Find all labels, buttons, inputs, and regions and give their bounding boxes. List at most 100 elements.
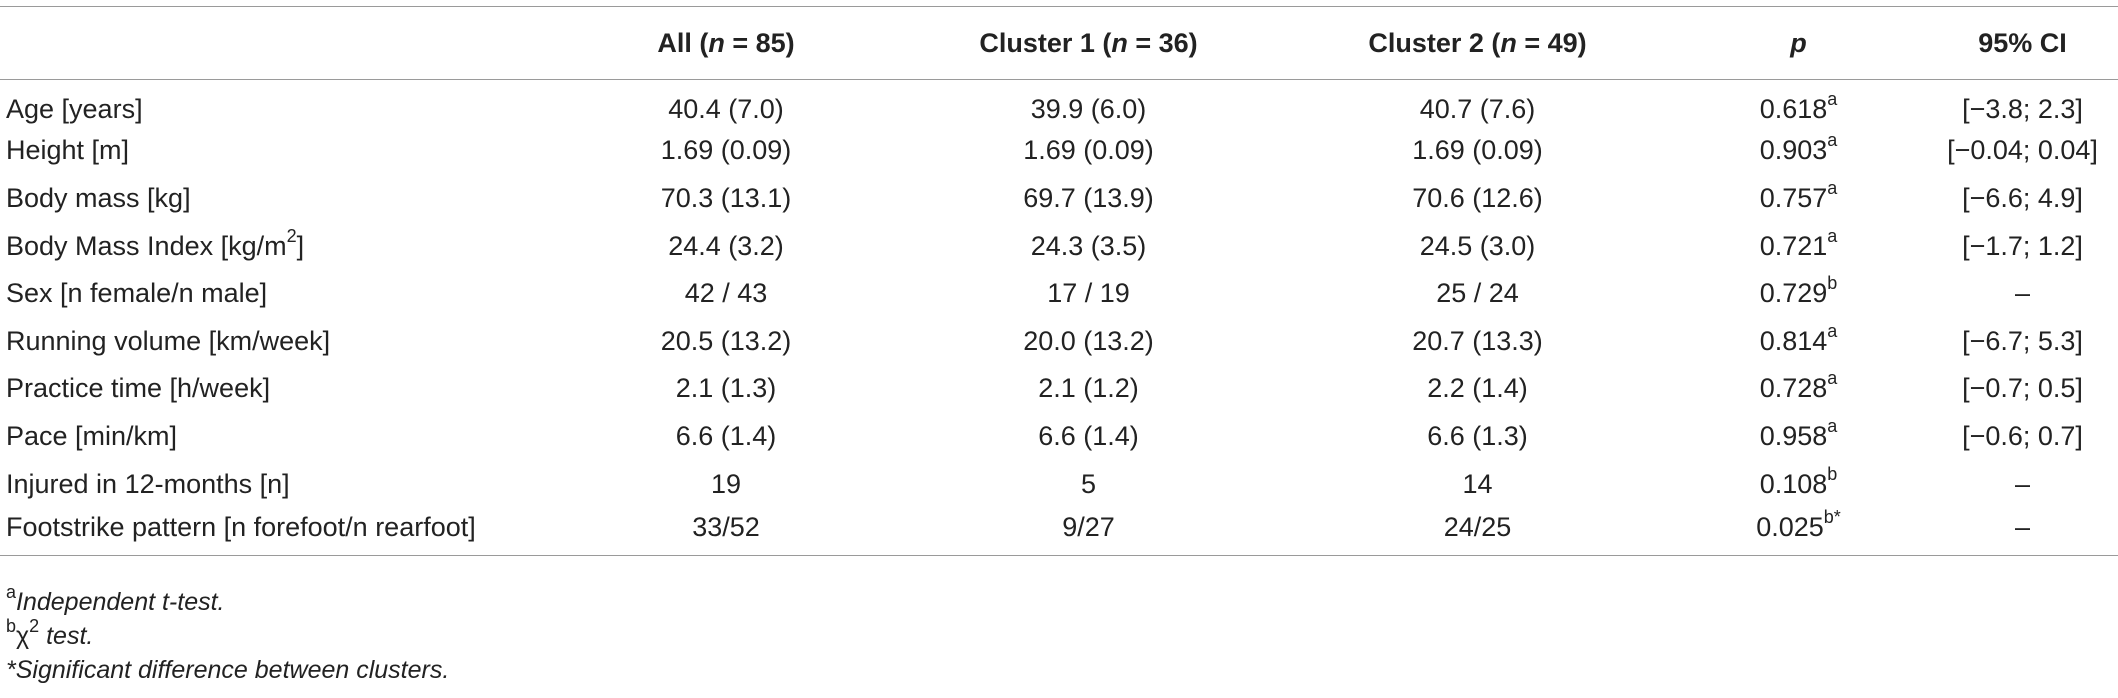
p-value-footnote-marker: a <box>1827 368 1838 389</box>
footnote-superscript: 2 <box>29 615 40 636</box>
cell-cluster-2: 6.6 (1.3) <box>1427 420 1528 451</box>
cell-cluster-2: 24.5 (3.0) <box>1419 230 1536 261</box>
cell-cluster-1: 39.9 (6.0) <box>1030 94 1147 125</box>
row-label: Height [m] <box>0 127 560 175</box>
p-value-text: 0.721 <box>1759 230 1828 261</box>
cell-ci: [−0.7; 0.5] <box>1962 373 2083 404</box>
p-value-footnote-marker: a <box>1827 225 1838 246</box>
cell-cluster-1: 6.6 (1.4) <box>1038 420 1139 451</box>
cell-cluster-2: 70.6 (12.6) <box>1412 182 1543 213</box>
p-value-footnote-marker: b <box>1827 273 1838 294</box>
row-label-text: Body mass [kg] <box>6 182 191 213</box>
cell-ci: – <box>2014 468 2031 499</box>
header-cluster-1: Cluster 1 (n = 36) <box>892 6 1285 80</box>
p-value-text: 0.025 <box>1756 511 1824 542</box>
characteristics-table-container: All (n = 85) Cluster 1 (n = 36) Cluster 2 … <box>0 6 2118 556</box>
row-label: Injured in 12-months [n] <box>0 460 560 508</box>
cell-ci: [−3.8; 2.3] <box>1962 94 2083 125</box>
header-text-part: p <box>1790 27 1807 58</box>
cell-cluster-2: 20.7 (13.3) <box>1412 325 1543 356</box>
header-all: All (n = 85) <box>560 6 892 80</box>
table-footnotes: aIndependent t-test. bχ2 test. *Significan… <box>6 581 449 687</box>
footnote-marker: a <box>6 581 17 602</box>
table-row: Footstrike pattern [n forefoot/n rearfoo… <box>0 506 2118 556</box>
header-text-part: All ( <box>657 27 709 58</box>
footnote-text: Independent t-test. <box>16 588 225 616</box>
row-label-text: Practice time [h/week] <box>6 373 271 404</box>
cell-all: 24.4 (3.2) <box>668 230 784 261</box>
row-label: Practice time [h/week] <box>0 365 560 413</box>
row-label: Sex [n female/n male] <box>0 270 560 318</box>
header-text-part: = 36) <box>1127 27 1198 58</box>
table-row: Height [m] 1.69 (0.09) 1.69 (0.09) 1.69 (0.… <box>0 127 2118 175</box>
cell-p-value: 0.958a <box>1670 413 1927 461</box>
row-label: Body mass [kg] <box>0 175 560 223</box>
header-ci: 95% CI <box>1927 6 2118 80</box>
cell-cluster-1: 20.0 (13.2) <box>1023 325 1154 356</box>
cell-cluster-1: 69.7 (13.9) <box>1023 182 1154 213</box>
cell-ci: [−6.7; 5.3] <box>1962 325 2083 356</box>
cell-cluster-1: 24.3 (3.5) <box>1030 230 1147 261</box>
p-value-footnote-marker: b* <box>1823 506 1841 527</box>
cell-cluster-2: 24/25 <box>1285 507 1670 556</box>
cell-p-value: 0.757a <box>1670 175 1927 223</box>
cell-p-value: 0.814a <box>1670 317 1927 365</box>
header-text-part: Cluster 1 ( <box>979 27 1112 58</box>
row-label: Age [years] <box>0 80 560 128</box>
cell-ci: – <box>2014 278 2031 309</box>
table-row: Sex [n female/n male] 42 / 43 17 / 19 25 / … <box>0 270 2118 318</box>
cell-cluster-2: 25 / 24 <box>1436 278 1519 309</box>
cell-all: 6.6 (1.4) <box>675 420 777 451</box>
cell-p-value: 0.721a <box>1670 222 1927 270</box>
table-row: Body mass [kg] 70.3 (13.1) 69.7 (13.9) 70.6… <box>0 175 2118 223</box>
cell-ci: [−1.7; 1.2] <box>1962 230 2083 261</box>
row-label: Body Mass Index [kg/m2] <box>0 222 560 270</box>
header-text-part: n <box>708 27 725 58</box>
row-label: Running volume [km/week] <box>0 317 560 365</box>
p-value-text: 0.618 <box>1759 94 1828 125</box>
cell-all: 40.4 (7.0) <box>668 94 784 125</box>
row-label: Footstrike pattern [n forefoot/n rearfoo… <box>0 507 560 556</box>
p-value-text: 0.729 <box>1759 278 1828 309</box>
header-text-part: = 49) <box>1516 27 1587 58</box>
cell-cluster-2: 14 <box>1462 468 1493 499</box>
p-value-footnote-marker: a <box>1827 415 1838 436</box>
header-text-part: 95% CI <box>1978 27 2067 58</box>
p-value-footnote-marker: a <box>1827 320 1838 341</box>
footnote: *Significant difference between clusters… <box>6 653 449 687</box>
header-blank <box>0 6 560 80</box>
cell-all: 42 / 43 <box>684 278 768 309</box>
cell-p-value: 0.903a <box>1670 127 1927 175</box>
cell-all: 2.1 (1.3) <box>675 373 777 404</box>
table-row: Pace [min/km] 6.6 (1.4) 6.6 (1.4) 6.6 (1.3)… <box>0 413 2118 461</box>
cell-p-value: 0.729b <box>1670 270 1927 318</box>
row-label-suffix: ] <box>296 230 305 261</box>
cell-ci: [−0.6; 0.7] <box>1962 420 2083 451</box>
row-label-text: Height [m] <box>6 135 130 166</box>
cell-all: 19 <box>710 468 742 499</box>
row-label: Pace [min/km] <box>0 413 560 461</box>
header-text-part: = 85) <box>724 27 795 58</box>
cell-cluster-1: 2.1 (1.2) <box>1038 373 1139 404</box>
footnote: bχ2 test. <box>6 615 449 653</box>
p-value-footnote-marker: a <box>1827 177 1838 198</box>
p-value-footnote-marker: a <box>1827 89 1838 110</box>
p-value-text: 0.958 <box>1759 420 1828 451</box>
cell-cluster-1: 17 / 19 <box>1047 278 1130 309</box>
row-label-text: Age [years] <box>6 94 143 125</box>
header-text-part: n <box>1500 27 1517 58</box>
cell-all: 70.3 (13.1) <box>660 182 792 213</box>
row-label-text: Running volume [km/week] <box>6 325 331 356</box>
cell-cluster-2: 2.2 (1.4) <box>1427 373 1528 404</box>
row-label-superscript: 2 <box>286 225 297 246</box>
row-label-text: Injured in 12-months [n] <box>6 468 290 499</box>
row-label-text: Body Mass Index [kg/m <box>6 230 287 261</box>
table-row: Body Mass Index [kg/m2] 24.4 (3.2) 24.3 (3… <box>0 222 2118 270</box>
table-header-row: All (n = 85) Cluster 1 (n = 36) Cluster 2 … <box>0 6 2118 80</box>
cell-cluster-2: 40.7 (7.6) <box>1419 94 1536 125</box>
table-row: Running volume [km/week] 20.5 (13.2) 20.0 … <box>0 317 2118 365</box>
footnote-text: χ <box>16 622 30 650</box>
cell-p-value: 0.728a <box>1670 365 1927 413</box>
header-p-value: p <box>1670 6 1927 80</box>
header-cluster-2: Cluster 2 (n = 49) <box>1285 6 1670 80</box>
